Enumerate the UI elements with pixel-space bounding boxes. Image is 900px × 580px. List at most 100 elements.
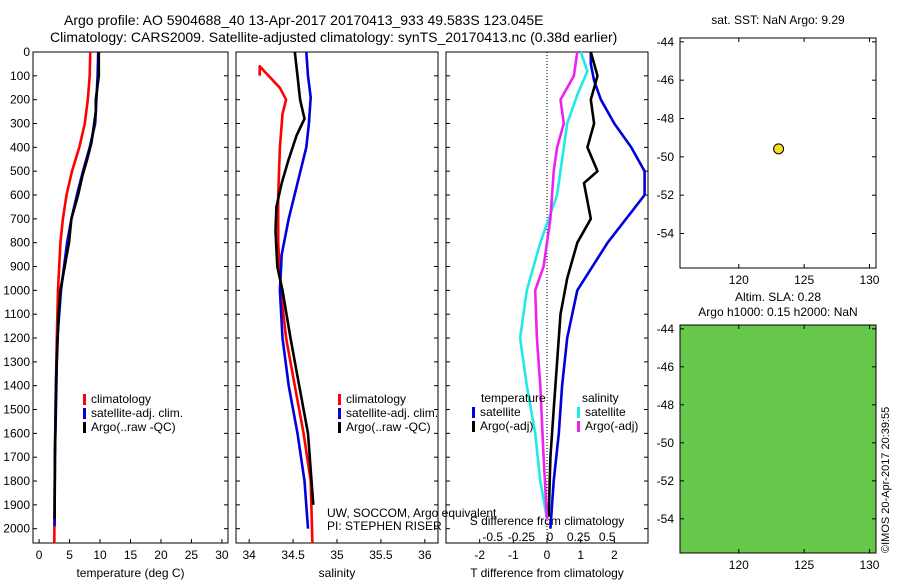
legend-swatch: [83, 422, 86, 433]
s-axis-tick-label: -0.25: [508, 530, 536, 544]
x-tick-label: 34: [242, 548, 256, 562]
x-tick-label: 34.5: [281, 548, 305, 562]
y-tick-label: -50: [657, 436, 675, 450]
x-tick-label: 5: [66, 548, 73, 562]
s-axis-tick-label: 0.5: [599, 530, 616, 544]
series-s-argo-adj-: [533, 51, 579, 520]
figure-title-line2: Climatology: CARS2009. Satellite-adjuste…: [50, 29, 618, 45]
y-tick-label: -48: [657, 398, 675, 412]
legend-swatch: [472, 407, 475, 418]
x-tick-label: 120: [729, 273, 749, 287]
salinity-panel-frame: [235, 51, 439, 544]
y-tick-label: -46: [657, 360, 675, 374]
legend-label: Argo(..raw -QC): [346, 420, 431, 434]
y-tick-label: 700: [10, 212, 30, 226]
legend-swatch: [472, 421, 475, 432]
y-tick-label: -52: [657, 188, 675, 202]
series-argo-raw-qc-: [274, 51, 315, 505]
legend-label: satellite-adj. clim.: [91, 406, 183, 420]
x-tick-label: 20: [154, 548, 168, 562]
y-tick-label: 1200: [3, 331, 30, 345]
series-t-argo-adj-: [547, 51, 599, 517]
sla-map-frame: [679, 324, 877, 554]
y-tick-label: -54: [657, 512, 675, 526]
legend-swatch: [338, 408, 341, 419]
y-tick-label: 300: [10, 117, 30, 131]
y-tick-label: -46: [657, 73, 675, 87]
y-tick-label: 1000: [3, 283, 30, 297]
y-tick-label: -54: [657, 227, 675, 241]
y-tick-label: 200: [10, 93, 30, 107]
legend-title-salinity: salinity: [582, 391, 619, 405]
y-tick-label: 800: [10, 236, 30, 250]
x-tick-label: 35: [330, 548, 344, 562]
x-tick-label: 25: [185, 548, 199, 562]
y-tick-label: 1700: [3, 450, 30, 464]
y-tick-label: -50: [657, 150, 675, 164]
legend-swatch: [83, 408, 86, 419]
figure-title-line1: Argo profile: AO 5904688_40 13-Apr-2017 …: [64, 12, 544, 28]
y-tick-label: 1400: [3, 379, 30, 393]
x-tick-label: 130: [859, 273, 879, 287]
s-axis-tick-label: 0.25: [567, 530, 591, 544]
legend-swatch: [577, 407, 580, 418]
x-tick-label: 120: [729, 558, 749, 572]
y-tick-label: 600: [10, 188, 30, 202]
x-axis-label: temperature (deg C): [76, 566, 184, 580]
credit-line1: UW, SOCCOM, Argo equivalent: [327, 506, 497, 520]
sst-map-title: sat. SST: NaN Argo: 9.29: [711, 13, 845, 27]
legend-label: satellite-adj. clim.: [346, 406, 438, 420]
legend-swatch: [338, 422, 341, 433]
x-tick-label: -1: [508, 548, 519, 562]
legend-label: Argo(-adj): [585, 419, 638, 433]
x-tick-label: 2: [611, 548, 618, 562]
y-tick-label: -52: [657, 474, 675, 488]
x-tick-label: 130: [859, 558, 879, 572]
x-tick-label: 125: [794, 273, 814, 287]
y-tick-label: 100: [10, 69, 30, 83]
s-axis-label: S difference from climatology: [470, 514, 625, 528]
series-argo-raw-qc-: [53, 52, 101, 520]
legend-swatch: [338, 394, 341, 405]
y-tick-label: -44: [657, 322, 675, 336]
x-tick-label: 10: [93, 548, 107, 562]
x-axis-label: T difference from climatology: [470, 566, 624, 580]
y-tick-label: 1300: [3, 355, 30, 369]
series-s-satellite: [518, 51, 589, 520]
x-tick-label: 125: [794, 558, 814, 572]
y-tick-label: 1800: [3, 474, 30, 488]
y-tick-label: -48: [657, 112, 675, 126]
y-tick-label: 400: [10, 140, 30, 154]
y-tick-label: 2000: [3, 522, 30, 536]
legend-label: Argo(..raw -QC): [91, 420, 176, 434]
legend-title-temperature: temperature: [481, 391, 546, 405]
imos-timestamp: ©IMOS 20-Apr-2017 20:39:55: [880, 406, 892, 553]
x-axis-label: salinity: [319, 566, 356, 580]
series-climatology: [258, 65, 314, 544]
legend-swatch: [83, 394, 86, 405]
y-tick-label: 900: [10, 260, 30, 274]
argo-position-marker: [773, 143, 785, 155]
sla-map-title-line2: Argo h1000: 0.15 h2000: NaN: [698, 305, 857, 319]
credit-line2: PI: STEPHEN RISER: [327, 519, 442, 533]
x-tick-label: 0: [544, 548, 551, 562]
y-tick-label: 1500: [3, 403, 30, 417]
legend-label: satellite: [585, 405, 626, 419]
y-tick-label: -44: [657, 35, 675, 49]
s-axis-tick-label: -0.5: [482, 530, 503, 544]
temperature-panel-frame: [32, 51, 229, 544]
legend-label: climatology: [346, 392, 406, 406]
y-tick-label: 0: [23, 45, 30, 59]
x-tick-label: 15: [124, 548, 138, 562]
legend-swatch: [577, 421, 580, 432]
s-axis-tick-label: 0: [547, 530, 554, 544]
series-satellite-adj-clim-: [278, 51, 313, 529]
series-t-satellite: [549, 52, 646, 529]
x-tick-label: 0: [36, 548, 43, 562]
y-tick-label: 500: [10, 164, 30, 178]
x-tick-label: 30: [215, 548, 229, 562]
x-tick-label: -2: [474, 548, 485, 562]
legend-label: climatology: [91, 392, 151, 406]
